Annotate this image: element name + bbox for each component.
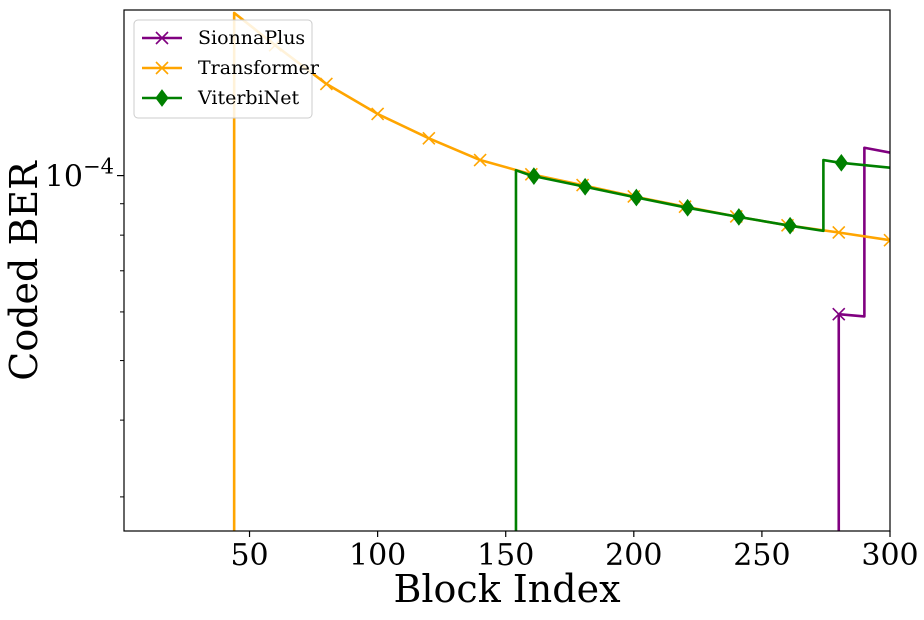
legend-label-transformer: Transformer — [198, 57, 320, 79]
legend-item-viterbinet: ViterbiNet — [142, 87, 300, 109]
data-point-transformer — [473, 153, 487, 167]
data-point-viterbinet — [680, 198, 695, 217]
series-line-transformer — [232, 11, 890, 531]
series-viterbinet — [514, 154, 890, 531]
data-point-viterbinet — [527, 167, 541, 185]
legend-item-transformer: Transformer — [142, 57, 320, 79]
data-point-transformer — [371, 107, 385, 121]
x-tick-label: 150 — [477, 538, 534, 573]
data-point-viterbinet — [578, 177, 592, 196]
legend-marker-viterbinet — [155, 89, 169, 107]
series-layer — [232, 11, 890, 531]
data-point-sionnaplus — [832, 307, 846, 321]
series-sionnaplus — [832, 146, 890, 531]
x-axis-label: Block Index — [393, 567, 620, 611]
y-axis-label: Coded BER — [2, 160, 46, 381]
y-axis: 10−4 — [45, 155, 124, 498]
x-tick-label: 50 — [230, 538, 268, 573]
y-tick-label: 10−4 — [45, 155, 114, 195]
legend-marker-sionnaplus — [155, 31, 169, 45]
data-point-transformer — [883, 233, 890, 247]
legend-label-sionnaplus: SionnaPlus — [198, 27, 305, 49]
x-tick-label: 200 — [605, 538, 662, 573]
x-tick-label: 300 — [861, 538, 918, 573]
data-point-transformer — [319, 77, 333, 91]
legend-label-viterbinet: ViterbiNet — [197, 87, 300, 109]
series-transformer — [232, 11, 890, 531]
data-point-viterbinet — [629, 188, 643, 207]
legend: SionnaPlus Transformer ViterbiNet — [133, 19, 320, 119]
data-point-transformer — [422, 131, 436, 145]
legend-box — [133, 19, 313, 119]
data-point-transformer — [832, 225, 846, 240]
data-point-viterbinet — [783, 216, 797, 235]
data-point-viterbinet — [732, 208, 746, 226]
series-line-viterbinet — [514, 158, 890, 531]
x-axis: 50 100 150 200 250 300 — [230, 531, 919, 573]
x-tick-label: 100 — [349, 538, 406, 573]
x-tick-label: 250 — [733, 538, 790, 573]
legend-marker-transformer — [155, 61, 169, 75]
data-point-viterbinet — [834, 154, 848, 172]
series-line-sionnaplus — [837, 146, 890, 531]
legend-item-sionnaplus: SionnaPlus — [142, 27, 305, 49]
